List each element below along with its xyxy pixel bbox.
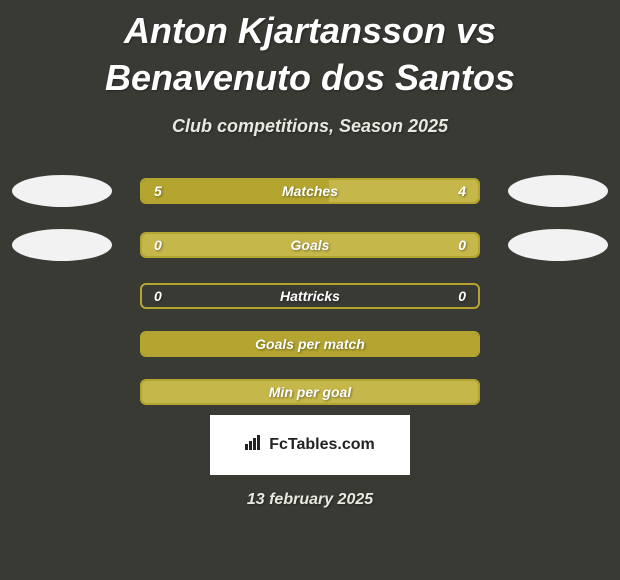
- bar-labels: 5 Matches 4: [142, 180, 478, 202]
- logo-text: FcTables.com: [269, 436, 375, 454]
- comparison-subtitle: Club competitions, Season 2025: [0, 116, 620, 137]
- player-left-oval: [12, 229, 112, 261]
- stat-right-value: 0: [458, 288, 466, 304]
- stat-row: 5 Matches 4: [0, 175, 620, 207]
- stat-label: Goals: [291, 237, 330, 253]
- player-left-oval: [12, 175, 112, 207]
- chart-icon: [245, 434, 263, 455]
- stat-bar: Goals per match: [140, 331, 480, 357]
- stat-row: 0 Goals 0: [0, 229, 620, 261]
- stat-row: 0 Hattricks 0: [0, 283, 620, 309]
- stats-container: 5 Matches 4 0 Goals 0 0 Hattricks 0 Goals per mat…: [0, 175, 620, 405]
- stat-label: Min per goal: [269, 384, 351, 400]
- stat-right-value: 0: [458, 237, 466, 253]
- stat-left-value: 0: [154, 237, 162, 253]
- stat-bar: 0 Hattricks 0: [140, 283, 480, 309]
- stat-left-value: 0: [154, 288, 162, 304]
- bar-labels: 0 Hattricks 0: [142, 285, 478, 307]
- player-right-oval: [508, 229, 608, 261]
- stat-bar: 5 Matches 4: [140, 178, 480, 204]
- stat-row: Goals per match: [0, 331, 620, 357]
- stat-bar: 0 Goals 0: [140, 232, 480, 258]
- bar-labels: Goals per match: [142, 333, 478, 355]
- fctables-logo: FcTables.com: [210, 415, 410, 475]
- stat-label: Matches: [282, 183, 338, 199]
- player-right-oval: [508, 175, 608, 207]
- bar-labels: Min per goal: [142, 381, 478, 403]
- stat-left-value: 5: [154, 183, 162, 199]
- stat-label: Goals per match: [255, 336, 365, 352]
- stat-row: Min per goal: [0, 379, 620, 405]
- bar-labels: 0 Goals 0: [142, 234, 478, 256]
- stat-label: Hattricks: [280, 288, 340, 304]
- stat-bar: Min per goal: [140, 379, 480, 405]
- footer-date: 13 february 2025: [0, 491, 620, 509]
- comparison-title: Anton Kjartansson vs Benavenuto dos Sant…: [0, 0, 620, 102]
- stat-right-value: 4: [458, 183, 466, 199]
